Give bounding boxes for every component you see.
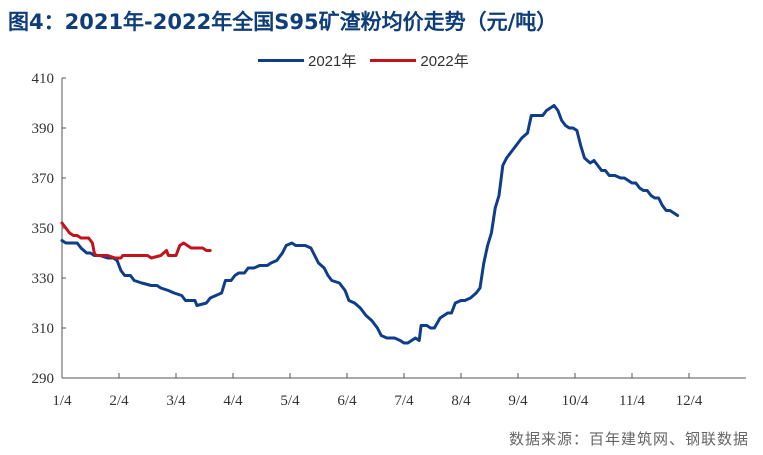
y-tick-label: 370: [32, 171, 55, 187]
source-note: 数据来源：百年建筑网、钢联数据: [508, 430, 749, 448]
series-line-2021: [60, 104, 680, 345]
x-tick-label: 4/4: [223, 393, 243, 409]
y-tick-label: 390: [32, 121, 55, 137]
y-tick-label: 350: [32, 221, 55, 237]
x-tick-label: 5/4: [280, 393, 300, 409]
x-tick-label: 11/4: [619, 393, 646, 409]
x-tick-label: 6/4: [337, 393, 357, 409]
legend-swatch-2022: [370, 59, 417, 62]
y-tick-label: 310: [32, 321, 55, 337]
y-tick-label: 410: [32, 71, 55, 87]
x-tick-label: 2/4: [109, 393, 129, 409]
x-tick-label: 9/4: [508, 393, 528, 409]
x-tick-label: 7/4: [394, 393, 414, 409]
legend-label-2022: 2022年: [420, 53, 469, 70]
legend-swatch-2021: [258, 59, 304, 62]
y-tick-label: 290: [32, 371, 55, 387]
x-tick-label: 10/4: [562, 393, 589, 409]
legend-item-2021: 2021年: [258, 50, 356, 71]
legend-item-2022: 2022年: [370, 50, 469, 71]
y-tick-label: 330: [32, 271, 55, 287]
x-tick-label: 8/4: [451, 393, 471, 409]
x-tick-label: 12/4: [676, 393, 703, 409]
series-line-2022: [60, 221, 212, 260]
chart-title: 图4：2021年-2022年全国S95矿渣粉均价走势（元/吨）: [8, 10, 558, 34]
x-tick-label: 1/4: [52, 393, 72, 409]
x-tick-label: 3/4: [166, 393, 186, 409]
legend-label-2021: 2021年: [308, 53, 357, 70]
legend: 2021年 2022年: [258, 50, 483, 71]
